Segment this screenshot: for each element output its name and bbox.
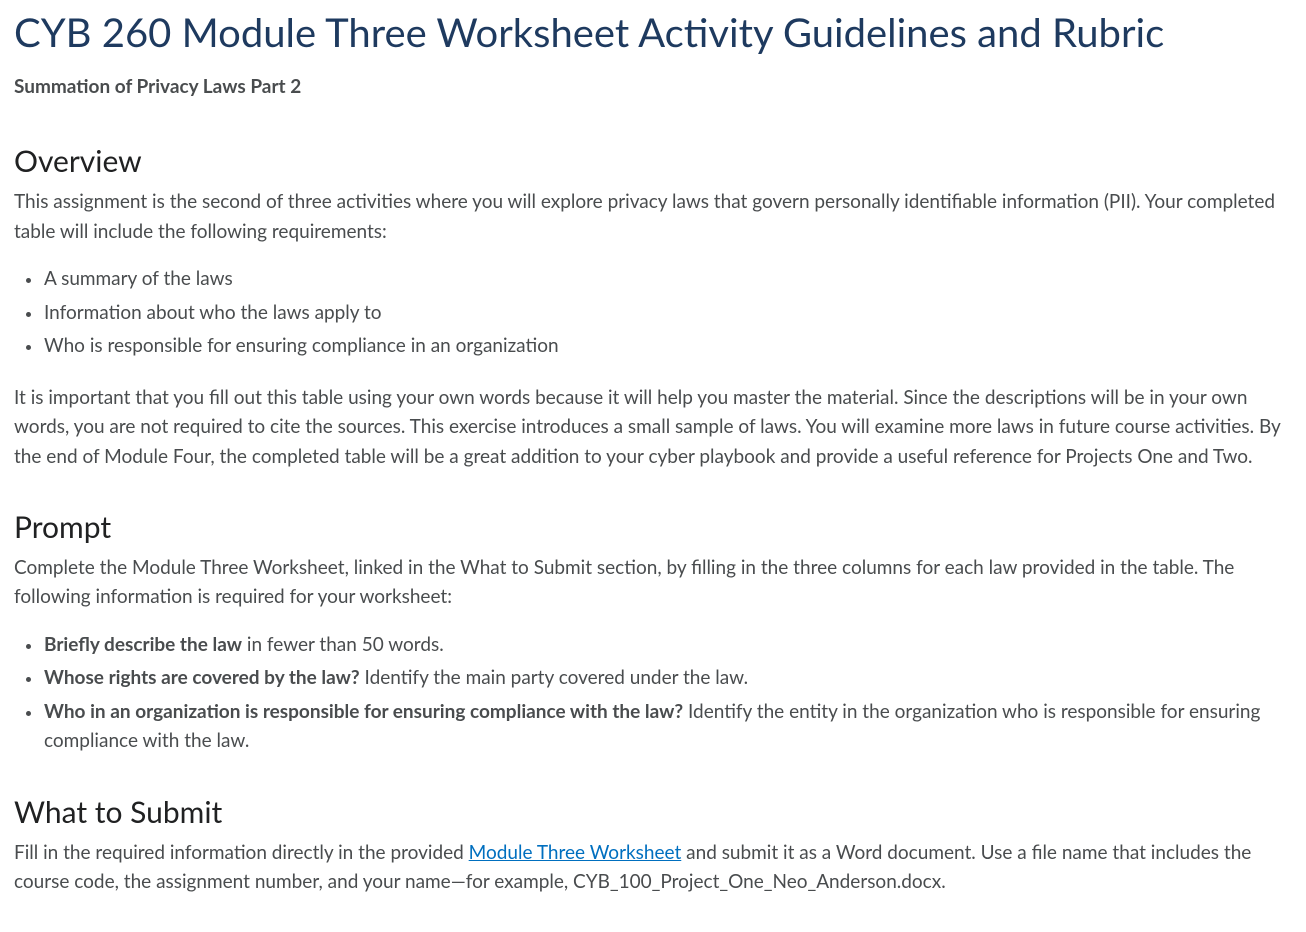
worksheet-link[interactable]: Module Three Worksheet: [469, 841, 682, 864]
page-title: CYB 260 Module Three Worksheet Activity …: [14, 10, 1292, 54]
list-item: Who in an organization is responsible fo…: [42, 697, 1292, 756]
prompt-heading: Prompt: [14, 509, 1292, 545]
bullet-bold: Who in an organization is responsible fo…: [44, 700, 683, 723]
submit-section: What to Submit Fill in the required info…: [14, 794, 1292, 897]
submit-before-link: Fill in the required information directl…: [14, 841, 469, 864]
list-item: Whose rights are covered by the law? Ide…: [42, 663, 1292, 692]
overview-section: Overview This assignment is the second o…: [14, 143, 1292, 471]
submit-para: Fill in the required information directl…: [14, 838, 1292, 897]
prompt-bullets: Briefly describe the law in fewer than 5…: [42, 630, 1292, 756]
list-item: Information about who the laws apply to: [42, 298, 1292, 327]
overview-intro: This assignment is the second of three a…: [14, 187, 1292, 246]
list-item: A summary of the laws: [42, 264, 1292, 293]
prompt-intro: Complete the Module Three Worksheet, lin…: [14, 553, 1292, 612]
bullet-rest: Identify the main party covered under th…: [360, 666, 749, 689]
bullet-bold: Whose rights are covered by the law?: [44, 666, 360, 689]
submit-heading: What to Submit: [14, 794, 1292, 830]
prompt-section: Prompt Complete the Module Three Workshe…: [14, 509, 1292, 756]
list-item: Who is responsible for ensuring complian…: [42, 331, 1292, 360]
overview-para2: It is important that you fill out this t…: [14, 383, 1292, 471]
overview-bullets: A summary of the laws Information about …: [42, 264, 1292, 360]
page-subtitle: Summation of Privacy Laws Part 2: [14, 72, 1292, 101]
list-item: Briefly describe the law in fewer than 5…: [42, 630, 1292, 659]
bullet-bold: Briefly describe the law: [44, 633, 242, 656]
bullet-rest: in fewer than 50 words.: [242, 633, 444, 656]
overview-heading: Overview: [14, 143, 1292, 179]
